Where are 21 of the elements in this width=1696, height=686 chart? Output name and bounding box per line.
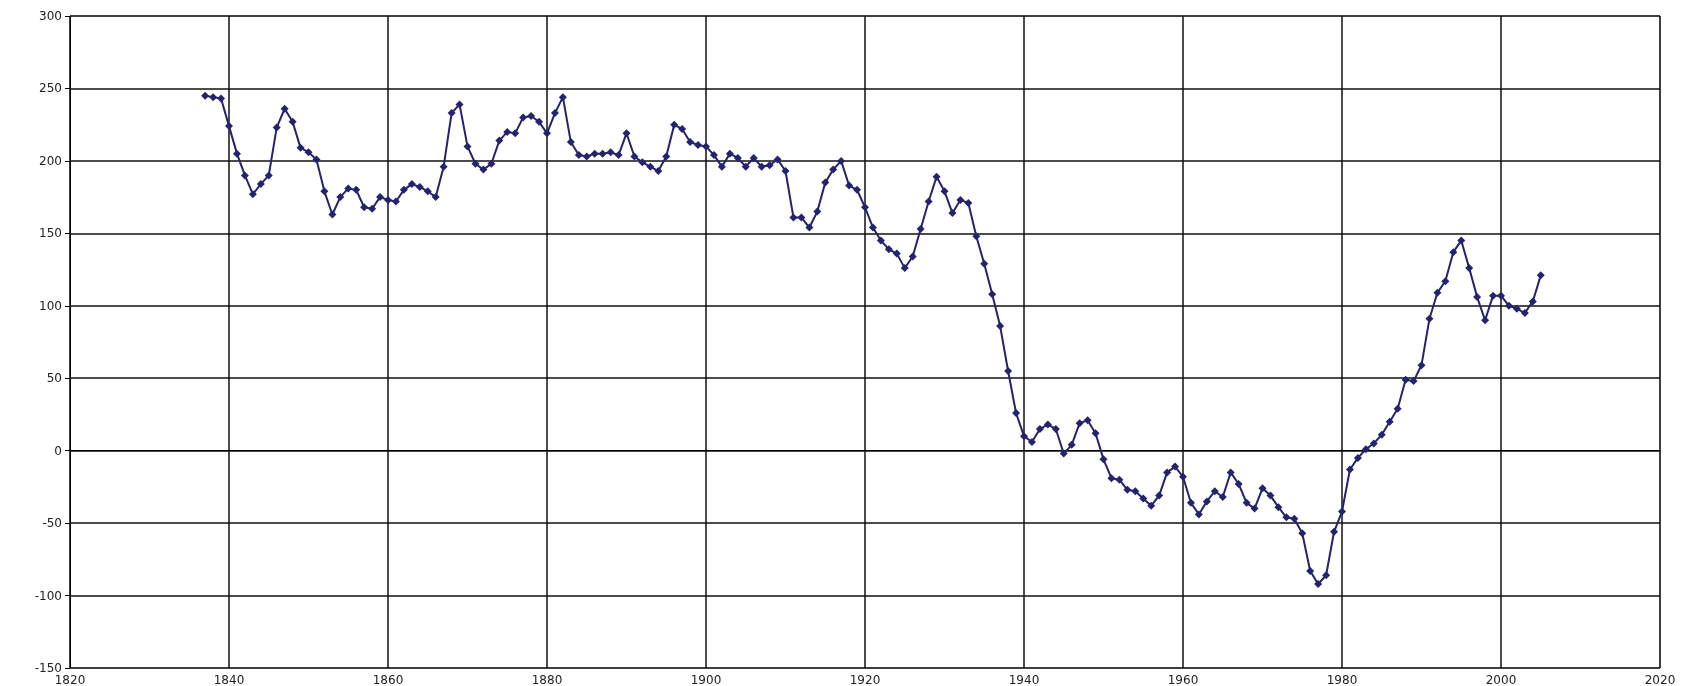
x-tick-label: 1960 <box>1167 673 1199 686</box>
x-tick-label: 2020 <box>1644 673 1676 686</box>
x-tick-label: 1920 <box>849 673 881 686</box>
x-tick-label: 1860 <box>372 673 404 686</box>
x-tick-label: 1940 <box>1008 673 1040 686</box>
x-tick-label: 1880 <box>531 673 563 686</box>
y-tick-label: 200 <box>39 153 62 168</box>
y-tick-label: -100 <box>34 588 62 603</box>
x-tick-label: 1900 <box>690 673 722 686</box>
y-tick-label: 300 <box>39 9 62 23</box>
y-tick-label: 100 <box>39 298 62 313</box>
y-tick-label: -50 <box>42 516 62 531</box>
y-tick-label: 50 <box>46 371 62 386</box>
x-tick-label: 1840 <box>213 673 245 686</box>
y-tick-label: 0 <box>54 443 62 458</box>
x-tick-label: 2000 <box>1485 673 1517 686</box>
x-tick-label: 1980 <box>1326 673 1358 686</box>
y-tick-label: 150 <box>39 226 62 241</box>
y-tick-label: -150 <box>34 661 62 675</box>
y-tick-label: 250 <box>39 81 62 96</box>
x-tick-label: 1820 <box>54 673 86 686</box>
